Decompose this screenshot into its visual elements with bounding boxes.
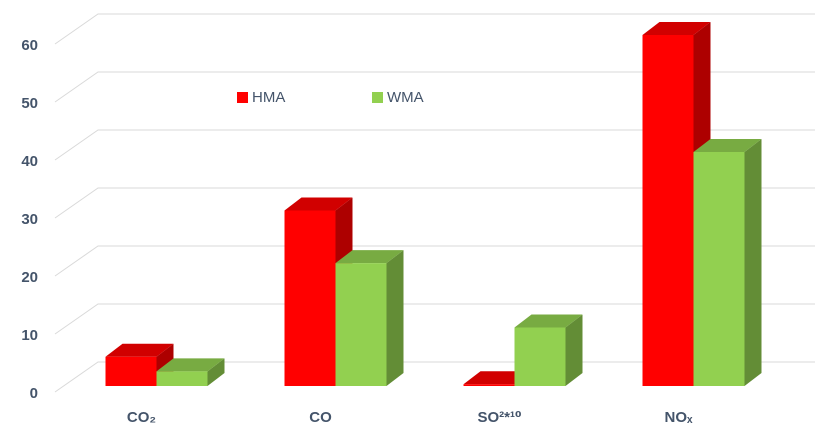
bar-top bbox=[284, 197, 353, 211]
x-tick-label: NOₓ bbox=[665, 409, 694, 426]
bar-side bbox=[207, 358, 225, 386]
y-tick-label: 50 bbox=[21, 95, 38, 112]
grid-line bbox=[54, 245, 815, 277]
bar-top bbox=[156, 358, 225, 372]
grid-line bbox=[54, 129, 815, 161]
bar-front bbox=[463, 384, 515, 386]
x-tick-label: CO bbox=[309, 409, 332, 426]
bar bbox=[693, 139, 762, 386]
bar-front bbox=[284, 210, 336, 386]
bar bbox=[335, 250, 404, 386]
bar bbox=[514, 314, 583, 386]
bar-side bbox=[744, 139, 762, 386]
bar-top bbox=[693, 139, 762, 152]
y-tick-label: 10 bbox=[21, 327, 38, 344]
y-tick-label: 0 bbox=[30, 385, 38, 402]
bar-front bbox=[156, 371, 208, 386]
bar-top bbox=[105, 343, 174, 357]
bar-top bbox=[335, 250, 404, 264]
legend-swatch bbox=[372, 92, 383, 103]
legend-swatch bbox=[237, 92, 248, 103]
x-tick-label: SO²*¹⁰ bbox=[477, 409, 521, 426]
legend-label: HMA bbox=[252, 89, 285, 106]
x-tick-label: CO₂ bbox=[127, 409, 156, 426]
y-tick-label: 60 bbox=[21, 37, 38, 54]
grid-line bbox=[54, 303, 815, 335]
bar-top bbox=[514, 314, 583, 328]
y-tick-label: 20 bbox=[21, 269, 38, 286]
bar-front bbox=[642, 35, 694, 386]
bar-top bbox=[642, 22, 711, 35]
bar-front bbox=[514, 327, 566, 386]
legend-label: WMA bbox=[387, 89, 424, 106]
grid-line bbox=[54, 71, 815, 103]
y-tick-label: 30 bbox=[21, 211, 38, 228]
bar bbox=[156, 358, 225, 386]
grid-line bbox=[54, 187, 815, 219]
bar-front bbox=[693, 152, 745, 386]
bar-front bbox=[335, 263, 387, 386]
bar-front bbox=[105, 356, 157, 386]
grid-line bbox=[54, 13, 815, 45]
bar-side bbox=[386, 250, 404, 386]
bar-side bbox=[565, 314, 583, 386]
y-tick-label: 40 bbox=[21, 153, 38, 170]
